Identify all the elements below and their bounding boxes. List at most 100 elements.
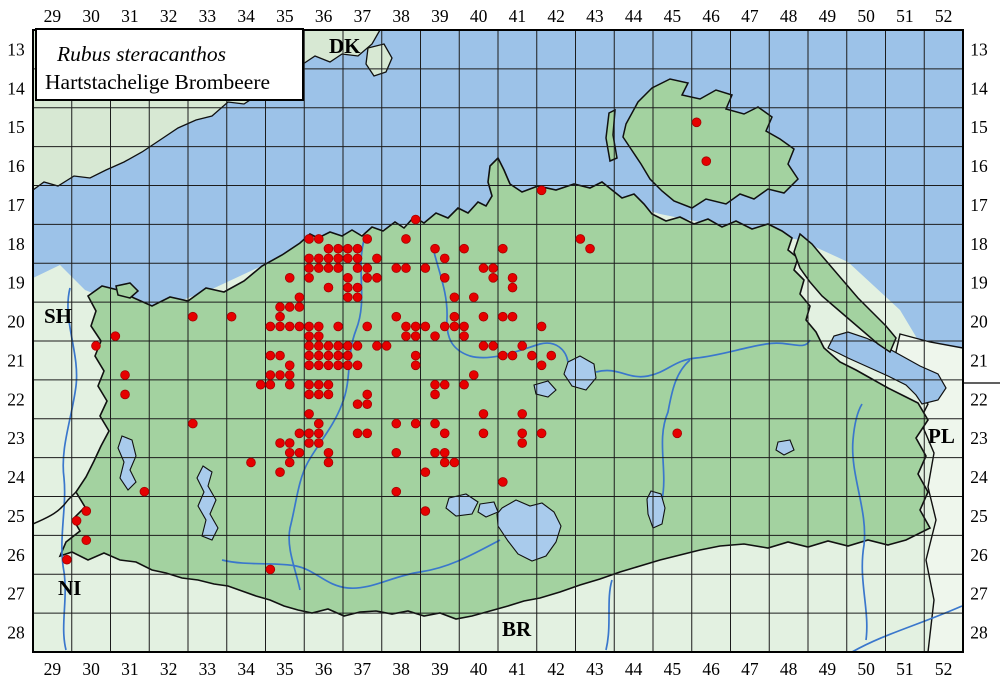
axis-label: 49 — [819, 6, 837, 26]
occurrence-dot — [323, 282, 334, 293]
occurrence-dot — [284, 438, 295, 448]
occurrence-dot — [265, 350, 276, 361]
occurrence-dot — [313, 263, 324, 273]
occurrence-dot — [284, 302, 295, 312]
occurrence-dot — [343, 350, 353, 361]
lake-schweriner-see — [196, 465, 219, 541]
axis-label: 21 — [970, 350, 988, 370]
occurrence-dot — [284, 447, 295, 458]
axis-label: 52 — [935, 659, 953, 679]
occurrence-dots — [62, 117, 712, 575]
axis-label: 43 — [586, 6, 604, 26]
axis-label: 49 — [819, 659, 837, 679]
occurrence-dot — [284, 379, 295, 390]
occurrence-dot — [449, 457, 460, 468]
occurrence-dot — [110, 331, 121, 341]
ruegen-island — [622, 78, 799, 209]
occurrence-dot — [304, 360, 314, 371]
axis-label: 43 — [586, 659, 604, 679]
occurrence-dot — [352, 253, 363, 264]
occurrence-dot — [517, 428, 528, 439]
occurrence-dot — [449, 311, 460, 322]
lake-plauer-see — [445, 493, 479, 517]
axis-label: 13 — [7, 39, 25, 59]
occurrence-dot — [275, 438, 285, 448]
occurrence-dot — [391, 486, 402, 497]
axis-label: 24 — [7, 467, 25, 487]
occurrence-dot — [420, 506, 431, 516]
occurrence-dot — [284, 273, 295, 283]
occurrence-dot — [304, 331, 314, 341]
occurrence-dot — [430, 389, 440, 400]
occurrence-dot — [323, 389, 334, 400]
occurrence-dot — [391, 263, 402, 273]
occurrence-dot — [410, 321, 421, 332]
map-frame — [32, 29, 964, 653]
occurrence-dot — [284, 321, 295, 332]
occurrence-dot — [323, 350, 334, 361]
axis-label: 28 — [970, 623, 988, 643]
occurrence-dot — [304, 379, 314, 390]
occurrence-dot — [304, 428, 314, 439]
occurrence-dot — [410, 331, 421, 341]
occurrence-dot — [352, 292, 363, 303]
occurrence-dot — [81, 506, 92, 516]
occurrence-dot — [459, 243, 469, 254]
axis-label: 14 — [970, 78, 988, 98]
occurrence-dot — [333, 243, 343, 254]
axis-label: 31 — [121, 659, 139, 679]
occurrence-dot — [507, 311, 518, 322]
river-warnow — [288, 239, 365, 591]
axis-label: 38 — [392, 659, 410, 679]
occurrence-dot — [498, 311, 508, 322]
region-label-br: BR — [502, 617, 532, 641]
occurrence-dot — [410, 360, 421, 371]
axis-label: 35 — [276, 659, 294, 679]
axis-label: 48 — [780, 659, 798, 679]
occurrence-dot — [468, 292, 479, 303]
species-name: Rubus steracanthos — [56, 42, 226, 66]
axis-label: 28 — [7, 623, 25, 643]
occurrence-dot — [255, 379, 266, 390]
occurrence-dot — [71, 515, 82, 526]
occurrence-dot — [391, 447, 402, 458]
occurrence-dot — [585, 243, 595, 254]
axis-label: 33 — [199, 6, 217, 26]
occurrence-dot — [701, 156, 712, 167]
river-tollense — [661, 359, 691, 501]
river-recknitz-trebel — [433, 251, 569, 363]
occurrence-dot — [488, 341, 498, 351]
title-box-background — [35, 28, 304, 101]
axis-label: 18 — [7, 234, 25, 254]
river-oder — [851, 605, 963, 653]
mecklenburg-vorpommern-land — [58, 156, 932, 620]
axis-label: 42 — [547, 6, 565, 26]
occurrence-dot — [527, 350, 537, 361]
occurrence-dot — [430, 331, 440, 341]
occurrence-dot — [304, 389, 314, 400]
occurrence-dot — [575, 234, 586, 244]
occurrence-dot — [468, 370, 479, 380]
occurrence-dot — [410, 214, 421, 225]
occurrence-dot — [536, 428, 547, 439]
occurrence-dot — [352, 243, 363, 254]
occurrence-dot — [304, 341, 314, 351]
axis-label: 23 — [970, 428, 988, 448]
axis-label: 35 — [276, 6, 294, 26]
grid — [33, 30, 963, 652]
occurrence-dot — [120, 389, 130, 400]
occurrence-dot — [362, 399, 373, 409]
occurrence-dot — [372, 273, 382, 283]
region-label-dk: DK — [329, 34, 361, 58]
common-name: Hartstachelige Brombeere — [45, 70, 270, 94]
occurrence-dot — [507, 273, 518, 283]
occurrence-dot — [333, 253, 343, 264]
occurrence-dot — [323, 243, 334, 254]
axis-label: 18 — [970, 234, 988, 254]
poel-island — [115, 282, 140, 299]
axis-label: 51 — [896, 6, 914, 26]
occurrence-dot — [362, 321, 373, 332]
axis-label: 17 — [970, 195, 988, 215]
occurrence-dot — [343, 341, 353, 351]
